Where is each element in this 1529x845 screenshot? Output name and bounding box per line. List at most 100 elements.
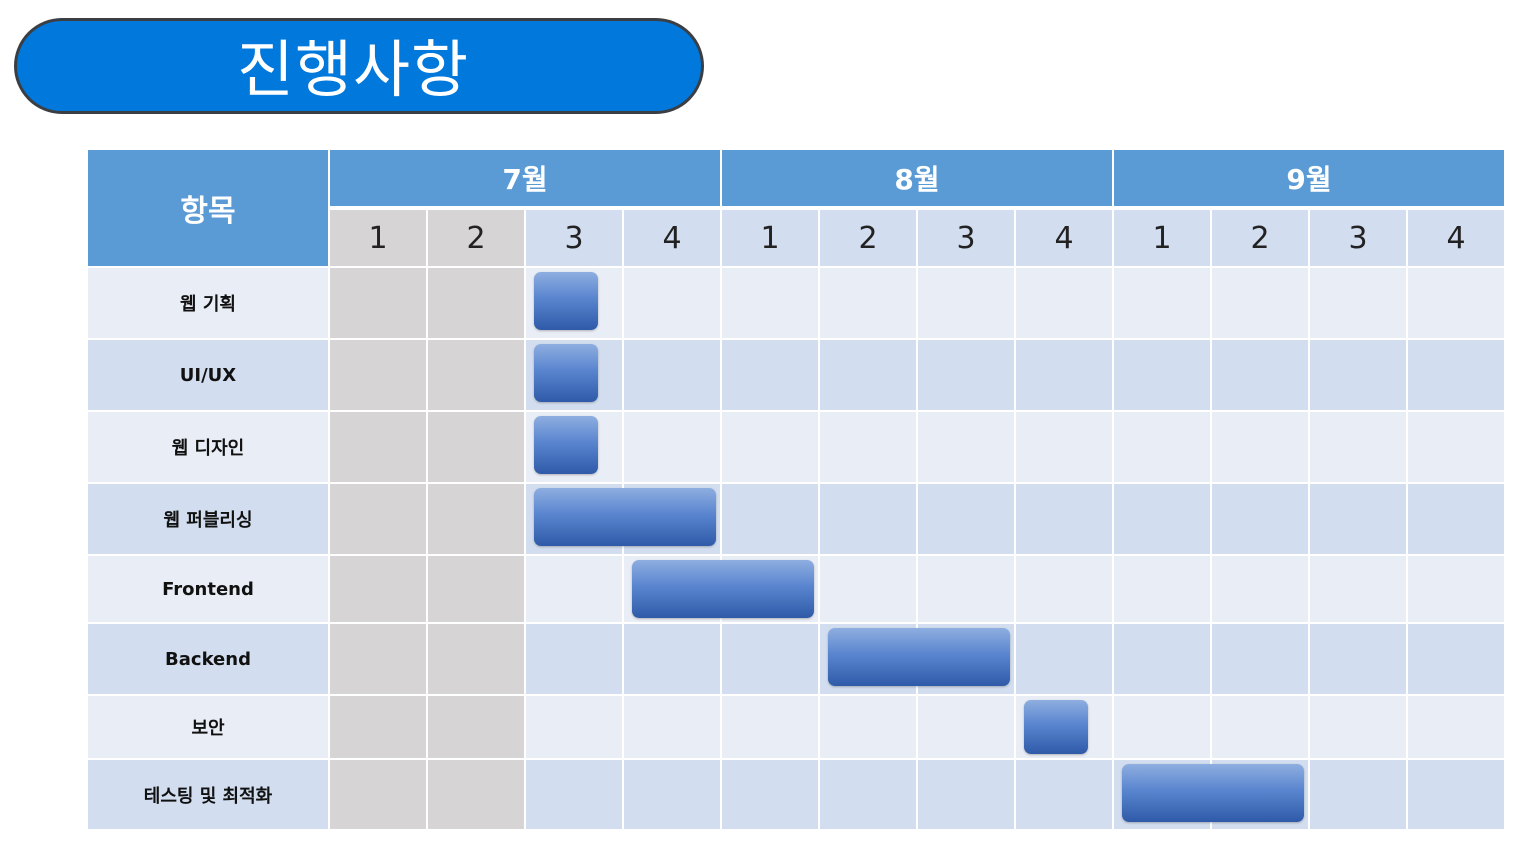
task-label: 웹 퍼블리싱 [88, 484, 328, 554]
grid-cell [1114, 340, 1210, 410]
week-header-text: 1 [760, 220, 780, 256]
task-bar [632, 560, 814, 618]
week-header: 2 [1212, 210, 1308, 266]
grid-cell [428, 760, 524, 829]
page-title-text: 진행사항 [236, 33, 470, 106]
grid-cell [624, 412, 720, 482]
grid-cell [1408, 624, 1504, 694]
week-header-text: 3 [1348, 220, 1368, 256]
grid-cell [1408, 412, 1504, 482]
grid-cell [1310, 696, 1406, 758]
grid-cell [624, 624, 720, 694]
grid-cell [428, 696, 524, 758]
task-label-text: UI/UX [179, 364, 237, 386]
week-header: 4 [624, 210, 720, 266]
task-bar [534, 344, 599, 402]
grid-cell [1310, 340, 1406, 410]
grid-cell [722, 484, 818, 554]
grid-cell [1016, 484, 1112, 554]
grid-cell [428, 556, 524, 622]
grid-cell [1310, 760, 1406, 829]
grid-cell [820, 340, 916, 410]
grid-cell [722, 760, 818, 829]
grid-cell [820, 696, 916, 758]
week-header: 4 [1408, 210, 1504, 266]
grid-cell [1016, 340, 1112, 410]
grid-cell [428, 340, 524, 410]
grid-cell [526, 696, 622, 758]
grid-cell [428, 624, 524, 694]
task-label-text: Backend [165, 648, 251, 670]
week-header-text: 1 [368, 220, 388, 256]
week-header: 1 [1114, 210, 1210, 266]
grid-cell [624, 696, 720, 758]
task-label: 웹 기획 [88, 268, 328, 338]
task-label: 웹 디자인 [88, 412, 328, 482]
grid-cell [1310, 412, 1406, 482]
month-header: 9월 [1114, 150, 1504, 206]
week-header: 1 [722, 210, 818, 266]
grid-cell [1310, 556, 1406, 622]
grid-cell [1212, 268, 1308, 338]
grid-cell [722, 624, 818, 694]
week-header: 3 [526, 210, 622, 266]
task-label: 테스팅 및 최적화 [88, 760, 328, 829]
grid-cell [918, 268, 1014, 338]
grid-cell [918, 484, 1014, 554]
grid-cell [722, 696, 818, 758]
grid-cell [1016, 412, 1112, 482]
grid-cell [820, 412, 916, 482]
grid-cell [820, 760, 916, 829]
month-header: 8월 [722, 150, 1112, 206]
task-label-text: 테스팅 및 최적화 [143, 785, 273, 807]
task-label: UI/UX [88, 340, 328, 410]
task-bar [534, 272, 599, 330]
grid-cell [330, 696, 426, 758]
task-label: Frontend [88, 556, 328, 622]
grid-cell [918, 696, 1014, 758]
grid-cell [1114, 624, 1210, 694]
grid-cell [330, 624, 426, 694]
week-header-text: 2 [466, 220, 486, 256]
grid-cell [1408, 340, 1504, 410]
task-label-text: Frontend [162, 578, 254, 600]
grid-cell [1016, 624, 1112, 694]
grid-cell [1310, 484, 1406, 554]
month-header-text: 7월 [502, 163, 548, 196]
grid-cell [1408, 268, 1504, 338]
week-header-text: 4 [1446, 220, 1466, 256]
grid-cell [1114, 268, 1210, 338]
task-bar [1122, 764, 1304, 822]
grid-cell [1408, 556, 1504, 622]
grid-cell [1408, 484, 1504, 554]
task-label-text: 웹 퍼블리싱 [163, 510, 253, 531]
week-header: 2 [428, 210, 524, 266]
week-header-text: 4 [662, 220, 682, 256]
page-title: 진행사항 [14, 18, 704, 114]
week-header-text: 2 [858, 220, 878, 256]
task-bar [534, 416, 599, 474]
grid-cell [722, 412, 818, 482]
grid-cell [918, 412, 1014, 482]
grid-cell [1310, 624, 1406, 694]
month-header: 7월 [330, 150, 720, 206]
week-header: 4 [1016, 210, 1112, 266]
grid-cell [428, 412, 524, 482]
grid-cell [1212, 484, 1308, 554]
task-bar [828, 628, 1010, 686]
grid-cell [1114, 696, 1210, 758]
grid-cell [918, 556, 1014, 622]
grid-cell [330, 340, 426, 410]
week-header-text: 4 [1054, 220, 1074, 256]
task-label: Backend [88, 624, 328, 694]
grid-cell [330, 556, 426, 622]
grid-cell [1114, 556, 1210, 622]
grid-cell [624, 268, 720, 338]
week-header: 1 [330, 210, 426, 266]
grid-cell [1212, 624, 1308, 694]
grid-cell [1212, 340, 1308, 410]
grid-cell [1408, 760, 1504, 829]
task-label-text: 웹 기획 [180, 294, 236, 315]
grid-cell [1212, 412, 1308, 482]
